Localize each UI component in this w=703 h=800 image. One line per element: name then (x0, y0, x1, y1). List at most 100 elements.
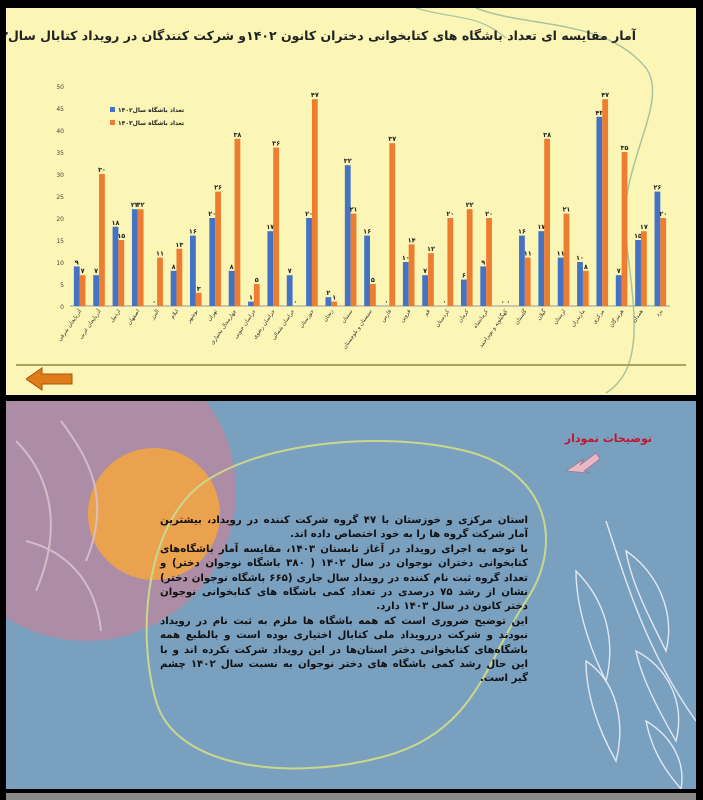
bar-1403 (466, 209, 473, 306)
bar-1403 (428, 253, 434, 306)
data-label: ۳ (197, 285, 201, 293)
data-label: ۱۸ (112, 219, 120, 227)
data-label: ۶ (462, 272, 466, 280)
chart-title: آمار مقایسه ای تعداد باشگاه های کتابخوان… (6, 28, 636, 43)
data-label: ۱۰ (402, 254, 410, 262)
bar-1403 (79, 275, 86, 306)
data-label: ۲۲ (137, 201, 145, 209)
data-label: ۰ (443, 298, 447, 306)
data-label: ۴۷ (601, 91, 609, 99)
bar-1402 (615, 275, 622, 306)
data-label: ۱۴ (408, 236, 416, 244)
y-tick-label: 5 (60, 282, 64, 289)
bar-1403 (253, 284, 260, 306)
category-label: مازندران (570, 309, 586, 329)
y-tick-label: 30 (56, 172, 64, 179)
category-label: اردبیل (109, 308, 122, 323)
data-label: ۷ (423, 267, 427, 275)
data-label: ۰ (293, 298, 297, 306)
data-label: ۷ (81, 267, 85, 275)
bar-1402 (577, 262, 583, 306)
data-label: ۱۳ (175, 241, 183, 249)
data-label: ۵ (371, 276, 375, 284)
category-label: خوزستان (299, 309, 316, 330)
category-label: سمنان (341, 308, 355, 324)
bar-1403 (563, 213, 570, 306)
bar-1403 (215, 191, 221, 306)
data-label: ۱۶ (363, 228, 371, 236)
legend-entry: تعداد باشگاه سال۱۴۰۳ (118, 119, 184, 127)
category-label: یزد (655, 308, 664, 318)
chart-slide: آمار مقایسه ای تعداد باشگاه های کتابخوان… (6, 8, 696, 395)
bar-1402 (228, 270, 235, 306)
bar-1403 (157, 257, 163, 306)
data-label: ۲۲ (466, 201, 474, 209)
data-label: ۴۷ (311, 91, 319, 99)
data-label: ۲۰ (446, 210, 454, 218)
bar-1403 (408, 244, 415, 306)
data-label: ۸ (584, 263, 588, 271)
data-label: ۳۵ (621, 144, 629, 152)
data-label: ۳۷ (388, 135, 396, 143)
category-label: بوشهر (186, 308, 200, 325)
data-label: ۳۰ (98, 166, 106, 174)
y-tick-label: 0 (60, 304, 64, 311)
legend-swatch (110, 107, 115, 112)
bar-1402 (538, 231, 545, 306)
data-label: ۱۰ (576, 254, 584, 262)
data-label: ۰ (501, 298, 505, 306)
data-label: ۱۱ (557, 250, 565, 258)
data-label: ۱۵ (634, 232, 642, 240)
data-label: ۲۱ (350, 206, 358, 214)
y-tick-label: 45 (56, 106, 64, 113)
bar-1402 (190, 235, 196, 306)
category-label: کرمان (456, 308, 470, 324)
bar-1402 (112, 226, 119, 306)
bar-1402 (402, 262, 409, 306)
legend-swatch (110, 120, 115, 125)
data-label: ۷ (617, 267, 621, 275)
bar-1402 (596, 116, 603, 306)
data-label: ۱۷ (537, 223, 545, 231)
category-label: مرکزی (591, 308, 606, 325)
data-label: ۱ (249, 294, 253, 302)
data-label: ۹ (75, 258, 79, 266)
bar-1403 (370, 284, 376, 306)
data-label: ۲۰ (208, 210, 216, 218)
data-label: ۳۸ (543, 131, 551, 139)
data-label: ۱۱ (156, 250, 164, 258)
category-label: اصفهان (127, 308, 142, 326)
bar-1403 (640, 231, 647, 306)
y-tick-label: 15 (56, 238, 64, 245)
category-label: گیلان (535, 308, 548, 322)
category-label: زنجان (322, 308, 335, 323)
category-label: لرستان (553, 308, 568, 325)
bar-1403 (99, 174, 105, 306)
y-tick-label: 20 (56, 216, 64, 223)
data-label: ۹ (481, 258, 485, 266)
bar-1403 (234, 138, 241, 306)
bar-1402 (248, 301, 254, 306)
bar-1402 (635, 240, 641, 306)
data-label: ۲۰ (659, 210, 667, 218)
data-label: ۱۶ (189, 228, 197, 236)
bar-1403 (524, 257, 531, 306)
notes-paragraph-2: با توجه به اجرای رویداد در آغاز تابستان … (160, 543, 528, 613)
category-label: گلستان (513, 308, 529, 326)
bar-1403 (544, 138, 550, 306)
data-label: ۳۸ (233, 131, 241, 139)
bar-1402 (460, 279, 467, 306)
bar-1402 (170, 270, 177, 306)
notes-heading: توضیحات نمودار (564, 432, 652, 445)
arrow-left-icon[interactable] (26, 367, 74, 391)
data-label: ۲۶ (214, 184, 222, 192)
notes-paragraph-3: این توضیح ضروری است که همه باشگاه ها ملز… (160, 615, 529, 685)
notes-body: استان مرکزی و خوزستان با ۴۷ گروه شرکت کن… (160, 514, 528, 687)
bar-1403 (660, 218, 667, 306)
bar-1402 (209, 218, 216, 306)
category-label: قزوین (399, 308, 412, 323)
data-label: ۰ (384, 298, 388, 306)
category-label: فارس (380, 308, 393, 323)
data-label: ۲۶ (653, 184, 661, 192)
category-label: قم (423, 308, 432, 317)
